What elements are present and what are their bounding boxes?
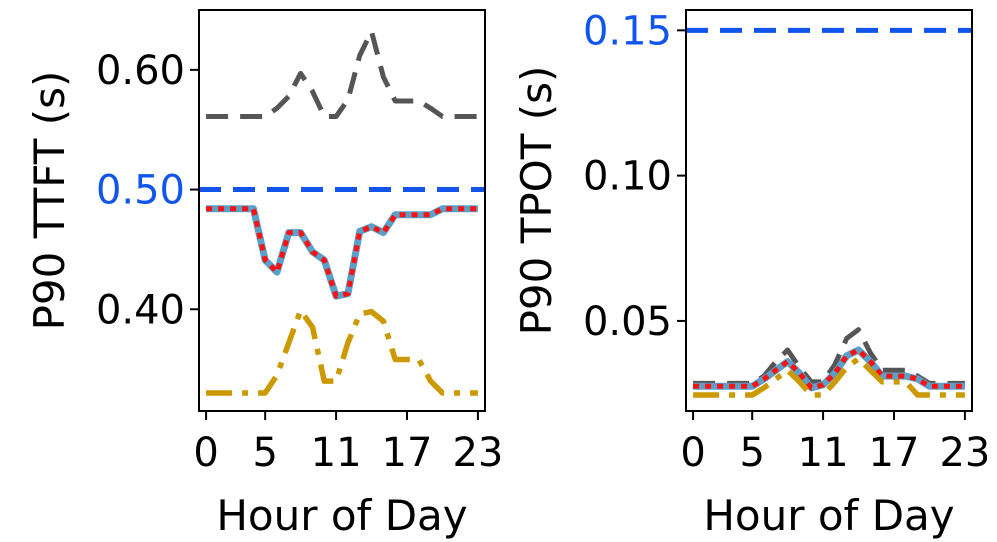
- y-tick-label: 0.40: [96, 287, 185, 333]
- plot-frame: [198, 9, 486, 412]
- y-axis-label: P90 TPOT (s): [512, 66, 561, 336]
- ttft-panel: 0 5 11 17 23 0.40 0.50 0.60 Hour of Day P90 TTFT …: [25, 9, 503, 540]
- y-axis-label: P90 TTFT (s): [25, 71, 74, 331]
- series-line-blue-solid: [206, 205, 478, 300]
- x-axis-label: Hour of Day: [703, 491, 954, 540]
- series-line-red-dotted: [206, 206, 478, 299]
- series-line-dark-dashed: [206, 29, 478, 119]
- x-tick-label: 11: [311, 430, 362, 476]
- x-tick-label: 17: [382, 430, 433, 476]
- y-tick-label: 0.15: [583, 8, 672, 54]
- x-tick-label: 0: [680, 430, 705, 476]
- x-tick-label: 11: [798, 430, 849, 476]
- series-line-red-dotted: [693, 347, 965, 391]
- y-tick-label: 0.05: [583, 299, 672, 345]
- x-tick-label: 23: [452, 430, 503, 476]
- y-tick-label: 0.10: [583, 154, 672, 200]
- x-tick-label: 5: [739, 430, 764, 476]
- x-axis-label: Hour of Day: [216, 491, 467, 540]
- y-tick-label: 0.50: [96, 168, 185, 214]
- x-tick-label: 5: [252, 430, 277, 476]
- x-tick-label: 0: [193, 430, 218, 476]
- y-tick-label: 0.60: [96, 48, 185, 94]
- series-line-gold-dashdot: [693, 355, 965, 398]
- plot-frame: [685, 9, 973, 412]
- x-tick-label: 17: [869, 430, 920, 476]
- x-tick-label: 23: [939, 430, 990, 476]
- tpot-panel: 0 5 11 17 23 0.05 0.10 0.15 Hour of Day P90 TPOT …: [512, 8, 990, 540]
- series-line-gold-dashdot: [206, 307, 478, 396]
